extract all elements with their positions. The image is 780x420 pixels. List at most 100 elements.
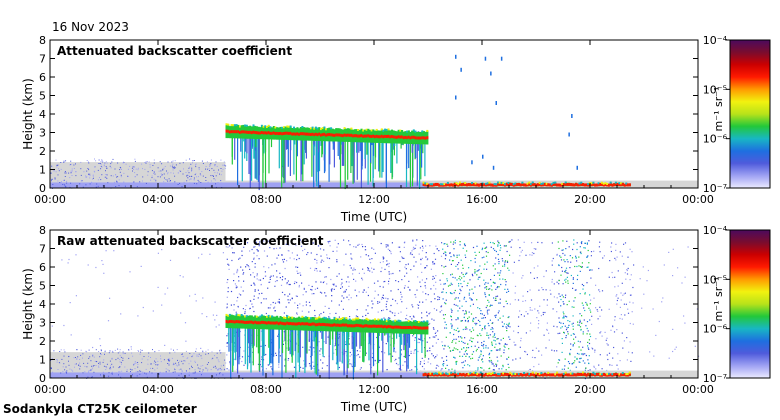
noise-pixel <box>520 314 522 316</box>
layer-edge <box>227 123 230 126</box>
noise-pixel <box>414 247 416 249</box>
layer-core <box>262 320 265 324</box>
noise-pixel <box>433 284 435 287</box>
noise-pixel <box>386 264 388 266</box>
colorbar: 10⁻⁴10⁻⁵10⁻⁶10⁻⁷m⁻¹ sr⁻¹ <box>703 34 771 195</box>
noise-pixel <box>615 249 617 251</box>
speck <box>107 182 109 184</box>
fall-streak <box>343 132 345 166</box>
noise-pixel <box>572 362 574 365</box>
noise-pixel <box>222 252 224 254</box>
speck <box>149 371 151 373</box>
speck <box>127 175 129 177</box>
speck <box>182 363 184 365</box>
noise-pixel <box>269 276 271 278</box>
noise-pixel <box>445 303 447 305</box>
fall-streak <box>244 135 246 159</box>
noise-pixel <box>497 240 499 242</box>
noise-pixel <box>179 275 181 277</box>
speck <box>220 174 222 176</box>
speck <box>161 174 163 176</box>
layer-core <box>557 373 560 377</box>
noise-pixel <box>297 304 299 306</box>
layer-core <box>614 372 617 376</box>
fall-streak <box>416 324 418 375</box>
speck <box>188 363 190 365</box>
noise-pixel <box>464 337 466 339</box>
fall-streak <box>258 325 260 371</box>
layer-core <box>225 320 228 323</box>
noise-pixel <box>442 363 444 365</box>
speck <box>170 172 172 174</box>
noise-pixel <box>572 322 574 324</box>
noise-pixel <box>254 266 256 268</box>
noise-pixel <box>282 276 284 278</box>
noise-pixel <box>388 280 390 282</box>
noise-pixel <box>428 358 430 360</box>
noise-pixel <box>296 313 298 315</box>
noise-pixel <box>570 261 572 263</box>
noise-pixel <box>414 366 416 368</box>
speck <box>144 162 146 163</box>
speck <box>100 163 102 165</box>
noise-pixel <box>444 314 446 316</box>
noise-pixel <box>227 287 229 289</box>
layer-edge <box>309 127 312 130</box>
layer-core <box>260 320 263 324</box>
noise-pixel <box>475 324 477 326</box>
noise-pixel <box>546 299 548 301</box>
noise-pixel <box>201 253 203 255</box>
noise-pixel <box>363 289 365 291</box>
noise-pixel <box>451 309 453 312</box>
noise-pixel <box>315 281 317 283</box>
speck <box>80 161 82 163</box>
noise-pixel <box>238 242 240 245</box>
noise-pixel <box>294 302 296 304</box>
noise-pixel <box>493 243 495 245</box>
fall-streak <box>421 322 423 353</box>
layer-edge <box>330 127 333 130</box>
layer-core <box>453 372 456 376</box>
noise-pixel <box>573 243 575 245</box>
noise-pixel <box>475 254 477 256</box>
noise-pixel <box>344 290 346 292</box>
noise-pixel <box>463 280 465 282</box>
noise-pixel <box>251 303 253 305</box>
noise-pixel <box>631 311 633 313</box>
noise-pixel <box>493 274 495 276</box>
sparse-return <box>490 71 492 76</box>
noise-pixel <box>265 275 267 277</box>
layer-core <box>233 130 236 134</box>
noise-pixel <box>273 307 275 309</box>
layer-core <box>424 136 427 140</box>
layer-core <box>235 320 238 323</box>
layer-core <box>254 320 257 324</box>
speck <box>77 356 79 358</box>
noise-pixel <box>533 248 535 250</box>
speck <box>64 184 65 186</box>
layer-core <box>228 320 231 323</box>
speck <box>102 161 104 163</box>
fall-streak <box>317 321 319 377</box>
noise-pixel <box>455 361 457 363</box>
layer-edge <box>301 315 304 318</box>
noise-pixel <box>484 283 486 285</box>
speck <box>108 372 110 374</box>
fall-streak <box>278 321 280 349</box>
noise-pixel <box>590 251 593 253</box>
speck <box>135 362 137 364</box>
fall-streak <box>424 135 426 177</box>
noise-pixel <box>458 285 460 287</box>
speck <box>55 171 57 173</box>
layer-edge <box>264 125 267 128</box>
speck <box>105 369 107 371</box>
layer-edge <box>377 318 380 321</box>
noise-pixel <box>617 368 619 370</box>
noise-pixel <box>254 289 256 291</box>
noise-pixel <box>624 292 626 294</box>
fall-streak <box>285 132 288 150</box>
noise-pixel <box>535 248 537 250</box>
speck <box>188 179 190 181</box>
speck <box>161 175 163 177</box>
noise-pixel <box>369 262 372 264</box>
